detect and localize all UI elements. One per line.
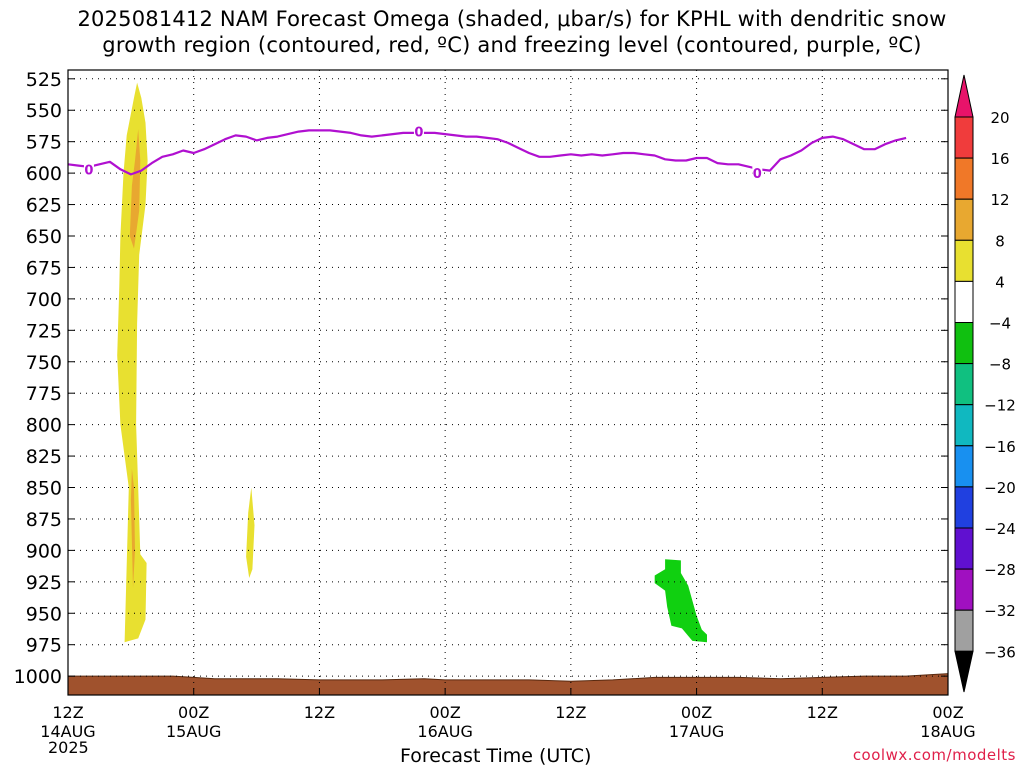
y-tick-label-7: 700 — [26, 289, 62, 311]
freezing-label-bg-0 — [83, 162, 94, 177]
y-tick-label-16: 925 — [26, 572, 62, 594]
y-tick-label-13: 850 — [26, 478, 62, 500]
colorbar-bottom-arrow — [954, 650, 974, 693]
y-tick-label-12: 825 — [26, 446, 62, 468]
y-tick-label-5: 650 — [26, 226, 62, 248]
colorbar-label-0: 20 — [990, 109, 1009, 127]
omega-region-4 — [654, 559, 707, 643]
omega-shading-layer — [67, 82, 949, 696]
colorbar-cell-1 — [954, 116, 974, 159]
colorbar-cell-8 — [954, 404, 974, 447]
freezing-level-label-0: 0 — [84, 163, 93, 178]
y-tick-label-10: 775 — [26, 383, 62, 405]
colorbar-cell-5 — [954, 280, 974, 323]
colorbar-cell-4 — [954, 239, 974, 282]
colorbar-cell-10 — [954, 486, 974, 529]
y-tick-label-9: 750 — [26, 352, 62, 374]
x-tick-date-7: 18AUG — [920, 722, 975, 741]
colorbar-cell-13 — [954, 609, 974, 652]
colorbar-label-3: 8 — [995, 232, 1005, 250]
omega-region-0 — [117, 82, 148, 643]
freezing-level-label-2: 0 — [753, 167, 762, 182]
y-tick-label-11: 800 — [26, 415, 62, 437]
y-tick-label-4: 625 — [26, 195, 62, 217]
colorbar-label-12: −32 — [984, 602, 1016, 620]
colorbar-cell-3 — [954, 198, 974, 241]
x-tick-label-5: 00Z — [681, 703, 712, 722]
colorbar-cell-2 — [954, 157, 974, 200]
x-tick-label-1: 00Z — [178, 703, 209, 722]
contour-layer: 0 0 0 — [67, 124, 907, 182]
y-tick-label-14: 875 — [26, 509, 62, 531]
y-tick-label-18: 975 — [26, 635, 62, 657]
x-tick-label-0: 12Z — [52, 703, 83, 722]
y-tick-label-6: 675 — [26, 257, 62, 279]
y-tick-label-1: 550 — [26, 100, 62, 122]
x-tick-date-3: 16AUG — [417, 722, 472, 741]
colorbar-label-10: −24 — [984, 520, 1016, 538]
colorbar-label-7: −12 — [984, 397, 1016, 415]
x-tick-label-3: 00Z — [429, 703, 460, 722]
x-tick-date-1: 15AUG — [166, 722, 221, 741]
freezing-label-bg-1 — [413, 124, 424, 139]
freezing-level-line — [67, 129, 907, 176]
y-tick-label-17: 950 — [26, 603, 62, 625]
freezing-label-bg-2 — [752, 166, 763, 181]
x-tick-date-5: 17AUG — [669, 722, 724, 741]
colorbar: 20 16 12 8 4 −4 −8 −12 −16 −20 −24 −28 −32 −36 — [954, 74, 1016, 693]
y-tick-label-2: 575 — [26, 132, 62, 154]
colorbar-label-1: 16 — [990, 150, 1009, 168]
colorbar-cell-9 — [954, 445, 974, 488]
omega-region-1 — [129, 129, 141, 249]
colorbar-label-5: −4 — [989, 315, 1011, 333]
x-tick-label-7: 00Z — [932, 703, 963, 722]
colorbar-label-9: −20 — [984, 479, 1016, 497]
surface-ground-area — [67, 673, 949, 696]
y-tick-label-15: 900 — [26, 540, 62, 562]
x-axis-title: Forecast Time (UTC) — [400, 745, 592, 767]
y-tick-label-19: 1000 — [14, 666, 62, 688]
colorbar-label-8: −16 — [984, 438, 1016, 456]
colorbar-cell-12 — [954, 568, 974, 611]
colorbar-label-13: −36 — [984, 643, 1016, 661]
omega-region-3 — [246, 487, 255, 578]
axes-layer: 525 550 575 600 625 650 675 700 725 750 775 800 825 8… — [14, 69, 976, 741]
colorbar-label-4: 4 — [995, 273, 1005, 291]
plot-frame — [67, 69, 949, 696]
x-tick-label-4: 12Z — [555, 703, 586, 722]
x-tick-label-2: 12Z — [304, 703, 335, 722]
colorbar-cell-7 — [954, 363, 974, 406]
colorbar-label-6: −8 — [989, 356, 1011, 374]
colorbar-label-2: 12 — [990, 191, 1009, 209]
x-axis-year-label: 2025 — [48, 738, 89, 757]
grid-layer — [67, 70, 949, 695]
colorbar-cell-6 — [954, 322, 974, 365]
x-tick-label-6: 12Z — [807, 703, 838, 722]
chart-title-line-1: 2025081412 NAM Forecast Omega (shaded, μ… — [77, 7, 947, 31]
source-credit: coolwx.com/modelts — [852, 746, 1016, 764]
y-tick-label-8: 725 — [26, 320, 62, 342]
chart-title-line-2: growth region (contoured, red, ºC) and f… — [102, 33, 922, 57]
chart-title: 2025081412 NAM Forecast Omega (shaded, μ… — [0, 6, 1024, 58]
colorbar-label-11: −28 — [984, 561, 1016, 579]
omega-region-2 — [130, 468, 135, 589]
colorbar-cell-11 — [954, 527, 974, 570]
x-tick-date-0: 14AUG — [40, 722, 95, 741]
y-tick-label-0: 525 — [26, 69, 62, 91]
y-tick-label-3: 600 — [26, 163, 62, 185]
freezing-level-label-1: 0 — [414, 126, 423, 141]
colorbar-top-arrow — [954, 74, 974, 118]
